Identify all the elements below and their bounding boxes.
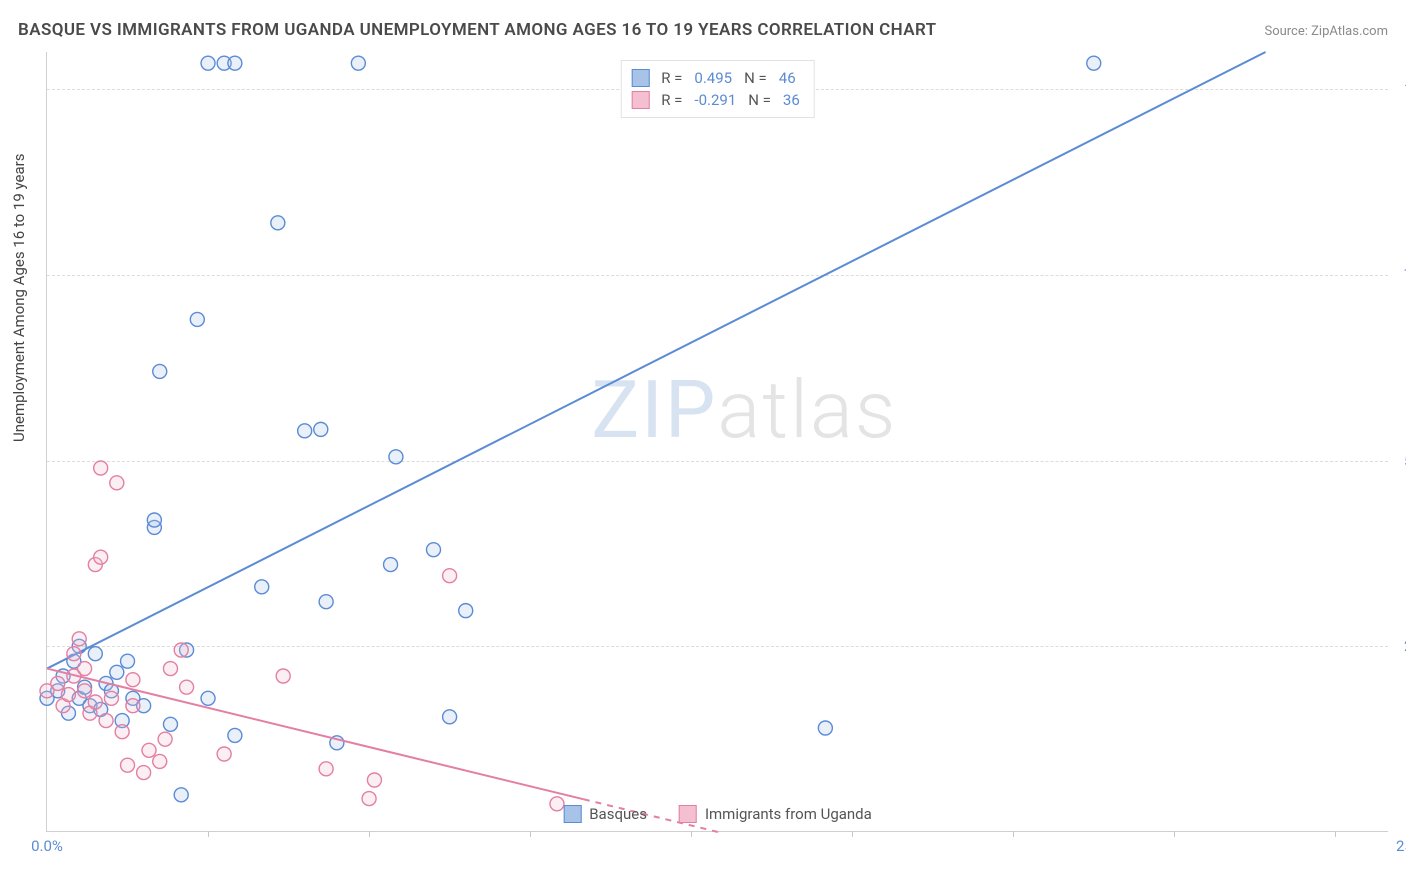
data-point: [298, 424, 312, 438]
data-point: [99, 714, 113, 728]
data-point: [384, 558, 398, 572]
data-point: [314, 422, 328, 436]
data-point: [201, 691, 215, 705]
data-point: [319, 762, 333, 776]
y-axis-label: Unemployment Among Ages 16 to 19 years: [10, 153, 28, 441]
data-point: [104, 691, 118, 705]
x-tick-mark: [1013, 831, 1014, 837]
data-point: [153, 364, 167, 378]
data-point: [443, 710, 457, 724]
data-point: [163, 662, 177, 676]
data-point: [137, 766, 151, 780]
data-point: [51, 676, 65, 690]
data-point: [78, 662, 92, 676]
data-point: [72, 632, 86, 646]
x-tick-left: 0.0%: [31, 837, 63, 855]
data-point: [94, 550, 108, 564]
data-point: [443, 569, 457, 583]
x-tick-mark: [691, 831, 692, 837]
data-point: [426, 543, 440, 557]
data-point: [180, 680, 194, 694]
data-point: [174, 788, 188, 802]
data-point: [61, 688, 75, 702]
data-point: [126, 673, 140, 687]
data-point: [367, 773, 381, 787]
data-point: [818, 721, 832, 735]
x-tick-mark: [208, 831, 209, 837]
data-point: [110, 665, 124, 679]
data-point: [362, 792, 376, 806]
data-point: [228, 728, 242, 742]
plot-svg: [47, 52, 1388, 831]
series-legend: Basques Immigrants from Uganda: [563, 805, 872, 823]
data-point: [1087, 56, 1101, 70]
source-label: Source: ZipAtlas.com: [1264, 24, 1388, 39]
x-tick-mark: [530, 831, 531, 837]
data-point: [78, 684, 92, 698]
data-point: [121, 758, 135, 772]
x-tick-mark: [1174, 831, 1175, 837]
correlation-legend: R = 0.495 N = 46 R = -0.291 N = 36: [620, 60, 815, 118]
data-point: [147, 513, 161, 527]
data-point: [67, 647, 81, 661]
data-point: [276, 669, 290, 683]
data-point: [389, 450, 403, 464]
data-point: [351, 56, 365, 70]
data-point: [94, 461, 108, 475]
y-tick-label: 50.0%: [1396, 452, 1406, 470]
data-point: [142, 743, 156, 757]
x-tick-right: 25.0%: [1396, 837, 1406, 855]
data-point: [174, 643, 188, 657]
y-tick-label: 75.0%: [1396, 266, 1406, 284]
x-tick-mark: [369, 831, 370, 837]
y-tick-label: 25.0%: [1396, 637, 1406, 655]
data-point: [88, 647, 102, 661]
data-point: [153, 754, 167, 768]
legend-label: Immigrants from Uganda: [705, 805, 872, 823]
data-point: [255, 580, 269, 594]
data-point: [459, 604, 473, 618]
x-tick-mark: [852, 831, 853, 837]
data-point: [550, 797, 564, 811]
data-point: [163, 717, 177, 731]
legend-label: Basques: [589, 805, 647, 823]
data-point: [88, 695, 102, 709]
data-point: [201, 56, 215, 70]
data-point: [228, 56, 242, 70]
data-point: [110, 476, 124, 490]
x-tick-mark: [1335, 831, 1336, 837]
data-point: [158, 732, 172, 746]
regression-line: [47, 52, 1266, 669]
data-point: [217, 747, 231, 761]
data-point: [121, 654, 135, 668]
data-point: [115, 725, 129, 739]
data-point: [126, 699, 140, 713]
chart-title: BASQUE VS IMMIGRANTS FROM UGANDA UNEMPLO…: [18, 20, 937, 40]
data-point: [319, 595, 333, 609]
data-point: [190, 312, 204, 326]
scatter-plot: ZIPatlas Unemployment Among Ages 16 to 1…: [46, 52, 1388, 832]
data-point: [271, 216, 285, 230]
y-tick-label: 100.0%: [1396, 80, 1406, 98]
